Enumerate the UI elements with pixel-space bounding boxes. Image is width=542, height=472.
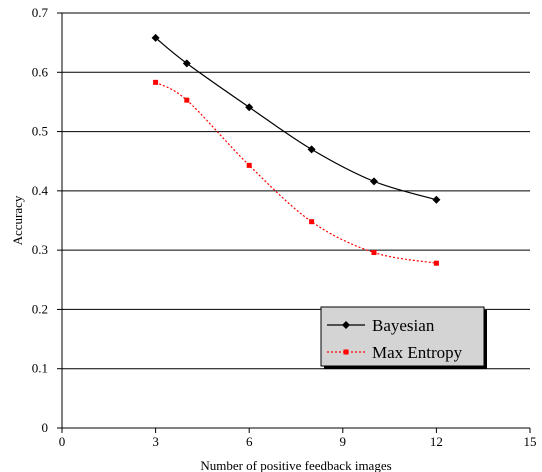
y-tick-label: 0.4 bbox=[32, 183, 49, 198]
y-tick-label: 0.1 bbox=[32, 361, 48, 376]
data-point bbox=[182, 59, 191, 68]
data-point bbox=[432, 195, 441, 204]
series-layer bbox=[151, 33, 441, 266]
y-tick-label: 0.7 bbox=[32, 5, 49, 20]
data-point bbox=[246, 162, 252, 168]
legend-label: Max Entropy bbox=[372, 343, 463, 362]
legend-swatch-marker bbox=[342, 321, 350, 329]
x-tick-label: 6 bbox=[246, 434, 253, 449]
y-tick-label: 0 bbox=[42, 420, 49, 435]
series-bayesian bbox=[151, 33, 441, 204]
data-point bbox=[245, 103, 254, 112]
legend: Bayesian Max Entropy bbox=[320, 306, 487, 369]
legend-box bbox=[320, 306, 485, 367]
legend-label: Bayesian bbox=[372, 316, 435, 335]
y-axis-title: Accuracy bbox=[10, 195, 25, 245]
data-point bbox=[309, 219, 315, 225]
data-point bbox=[370, 177, 378, 186]
y-tick-label: 0.6 bbox=[32, 64, 49, 79]
series-line bbox=[155, 81, 437, 264]
legend-swatch-marker bbox=[343, 349, 349, 355]
series-max-entropy bbox=[153, 79, 439, 266]
data-point bbox=[307, 145, 316, 154]
x-tick-label: 9 bbox=[340, 434, 347, 449]
data-point bbox=[433, 260, 439, 266]
x-axis-title: Number of positive feedback images bbox=[200, 458, 391, 472]
data-point bbox=[184, 97, 190, 103]
axes: 0 0.1 0.2 0.3 0.4 0.5 0.6 0.7 0 3 6 9 12 15 bbox=[32, 5, 537, 449]
data-point bbox=[371, 250, 377, 256]
x-tick-label: 12 bbox=[430, 434, 443, 449]
data-point bbox=[153, 79, 159, 85]
gridlines bbox=[62, 12, 530, 370]
y-tick-label: 0.5 bbox=[32, 124, 48, 139]
y-tick-label: 0.3 bbox=[32, 242, 48, 257]
x-tick-label: 0 bbox=[59, 434, 66, 449]
x-tick-label: 3 bbox=[152, 434, 159, 449]
data-point bbox=[151, 33, 160, 42]
x-tick-label: 15 bbox=[524, 434, 537, 449]
series-line bbox=[155, 37, 437, 201]
y-tick-label: 0.2 bbox=[32, 301, 48, 316]
